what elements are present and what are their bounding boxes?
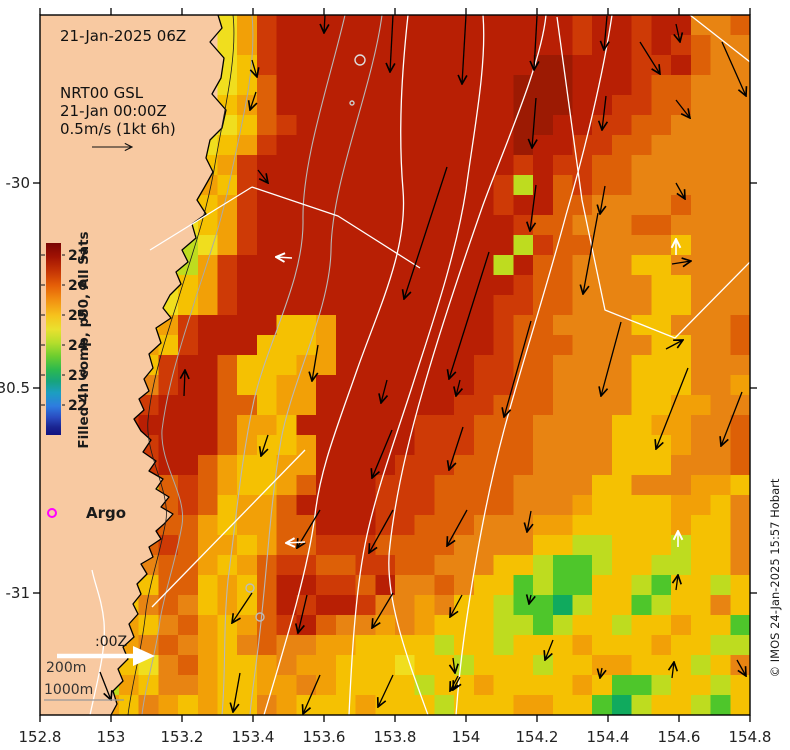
depth-200m-label: 200m — [46, 660, 86, 676]
x-tick-label: 153.2 — [161, 728, 204, 746]
y-tick-label: -30.5 — [0, 379, 30, 397]
colorbar-tick-label: 23 — [68, 368, 87, 384]
depth-contours — [127, 15, 254, 715]
sst-contours-gray — [221, 15, 383, 715]
x-tick-label: 153.4 — [232, 728, 275, 746]
colorbar-tick-label: 25 — [68, 308, 87, 324]
depth-1000m-label: 1000m — [44, 682, 93, 698]
front-displacement-arrow — [57, 646, 155, 666]
x-tick-label: 153 — [97, 728, 126, 746]
vector-scale-label: 0.5m/s (1kt 6h) — [60, 120, 176, 138]
contour-eddy-marker — [354, 54, 366, 66]
y-tick-label: -30 — [6, 174, 31, 192]
coastline — [110, 15, 227, 715]
x-tick-label: 154 — [452, 728, 481, 746]
map-layers — [40, 15, 750, 715]
argo-label: Argo — [86, 504, 126, 522]
x-tick-label: 153.8 — [374, 728, 417, 746]
front-time-label: :00Z — [95, 634, 127, 650]
argo-float-marker — [47, 508, 57, 518]
contour-eddy-marker — [255, 612, 265, 622]
colorbar-gradient — [46, 243, 61, 435]
contour-eddy-marker — [349, 100, 355, 106]
land-area — [40, 15, 226, 715]
colorbar-tick-label: 27 — [68, 248, 87, 264]
y-tick-label: -31 — [6, 584, 31, 602]
x-tick-label: 152.8 — [19, 728, 62, 746]
credit-label: © IMOS 24-Jan-2025 15:57 Hobart — [768, 478, 782, 677]
vector-time-label: 21-Jan 00:00Z — [60, 102, 167, 120]
x-tick-label: 154.4 — [587, 728, 630, 746]
velocity-arrows-white — [276, 239, 678, 547]
x-tick-label: 154.6 — [658, 728, 701, 746]
colorbar: 27 26 25 24 23 22 — [41, 243, 88, 435]
map-datetime-label: 21-Jan-2025 06Z — [60, 27, 186, 45]
x-tick-label: 154.2 — [516, 728, 559, 746]
colorbar-tick-label: 22 — [68, 398, 87, 414]
boundary-lines — [149, 15, 750, 608]
x-tick-label: 154.8 — [729, 728, 772, 746]
colorbar-title: Filled 4h comp, p50, All Sats — [76, 231, 92, 448]
velocity-arrows-black — [99, 15, 746, 714]
product-label: NRT00 GSL — [60, 84, 144, 102]
contour-eddy-marker — [245, 583, 255, 593]
colorbar-tick-label: 24 — [68, 338, 88, 354]
x-tick-label: 153.6 — [303, 728, 346, 746]
colorbar-tick-label: 26 — [68, 278, 87, 294]
axes: 152.8 153 153.2 153.4 153.6 153.8 154 154.2 154.… — [0, 8, 771, 746]
